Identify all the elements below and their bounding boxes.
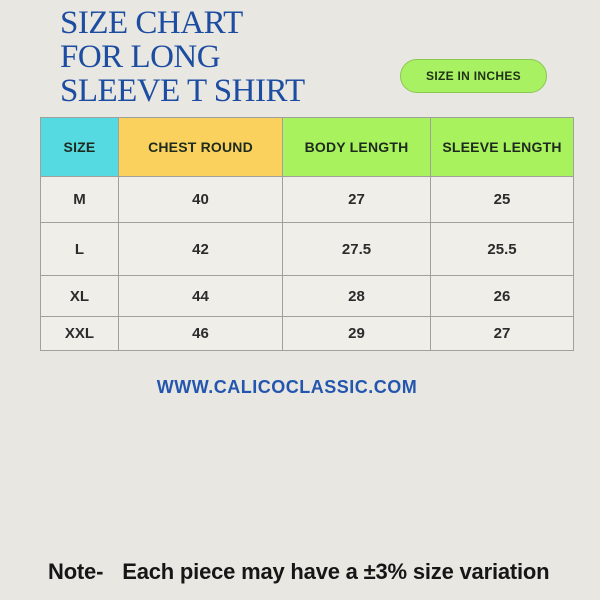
page-title-line-2: FOR LONG — [60, 39, 221, 75]
table-row-xl: XL 44 28 26 — [40, 275, 574, 317]
column-header-size: SIZE — [40, 117, 119, 177]
cell-size-l: L — [40, 222, 119, 276]
table-header-row: SIZE CHEST ROUND BODY LENGTH SLEEVE LENG… — [40, 117, 574, 177]
column-header-sleeve-length: SLEEVE LENGTH — [430, 117, 574, 177]
cell-sleeve-xl: 26 — [430, 275, 574, 317]
page-title-line-3: SLEEVE T SHIRT — [60, 73, 305, 109]
cell-body-l: 27.5 — [282, 222, 431, 276]
cell-sleeve-m: 25 — [430, 176, 574, 223]
table-row-l: L 42 27.5 25.5 — [40, 222, 574, 276]
size-chart-table: SIZE CHEST ROUND BODY LENGTH SLEEVE LENG… — [40, 117, 574, 351]
page-title-line-1: SIZE CHART — [60, 5, 243, 41]
cell-chest-xxl: 46 — [118, 316, 283, 351]
table-row-xxl: XXL 46 29 27 — [40, 316, 574, 351]
size-variation-note: Note- Each piece may have a ±3% size var… — [48, 559, 550, 585]
badge-label: SIZE IN INCHES — [426, 69, 521, 83]
column-header-body-length: BODY LENGTH — [282, 117, 431, 177]
cell-chest-l: 42 — [118, 222, 283, 276]
page-title: SIZE CHART FOR LONG SLEEVE T SHIRT — [60, 6, 305, 108]
cell-size-xl: XL — [40, 275, 119, 317]
cell-sleeve-xxl: 27 — [430, 316, 574, 351]
table-row-m: M 40 27 25 — [40, 176, 574, 223]
cell-chest-m: 40 — [118, 176, 283, 223]
note-text: Each piece may have a ±3% size variation — [122, 559, 550, 584]
size-in-inches-badge: SIZE IN INCHES — [400, 59, 547, 93]
cell-body-m: 27 — [282, 176, 431, 223]
cell-size-xxl: XXL — [40, 316, 119, 351]
column-header-chest-round: CHEST ROUND — [118, 117, 283, 177]
cell-body-xxl: 29 — [282, 316, 431, 351]
cell-sleeve-l: 25.5 — [430, 222, 574, 276]
website-url: WWW.CALICOCLASSIC.COM — [156, 377, 418, 397]
cell-chest-xl: 44 — [118, 275, 283, 317]
cell-body-xl: 28 — [282, 275, 431, 317]
cell-size-m: M — [40, 176, 119, 223]
note-label: Note- — [48, 559, 104, 584]
